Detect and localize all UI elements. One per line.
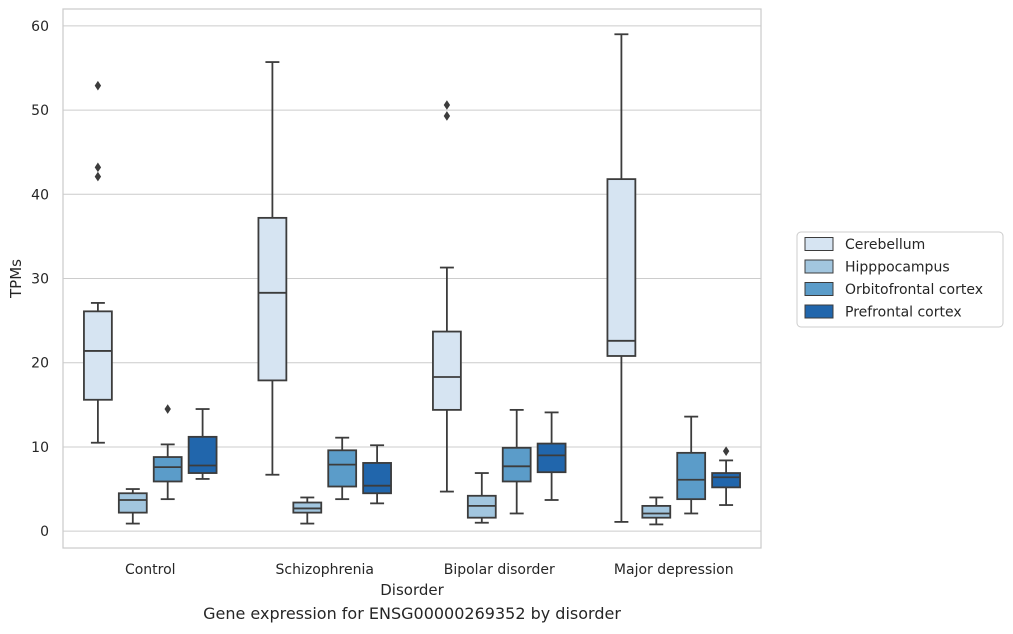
x-tick-label: Schizophrenia — [276, 562, 374, 578]
figure-caption: Gene expression for ENSG00000269352 by d… — [203, 604, 621, 623]
x-tick-label: Major depression — [614, 562, 734, 578]
y-tick-label: 0 — [40, 524, 49, 540]
legend-label: Cerebellum — [845, 237, 925, 253]
box-cerebellum — [606, 33, 637, 523]
y-tick-label: 30 — [31, 272, 49, 288]
box-body — [641, 504, 672, 519]
legend-swatch — [804, 259, 834, 274]
y-tick-label: 20 — [31, 356, 49, 372]
legend-label: Hipppocampus — [845, 260, 950, 276]
box-orbitofrontal-cortex — [152, 404, 183, 501]
y-axis-label: TPMs — [7, 259, 25, 299]
box-body — [327, 449, 358, 488]
plot-frame — [62, 8, 762, 549]
box-orbitofrontal-cortex — [501, 408, 532, 515]
legend-label: Orbitofrontal cortex — [845, 282, 983, 298]
box-cerebellum — [257, 61, 288, 476]
box-body — [676, 451, 707, 501]
legend-swatch — [804, 304, 834, 319]
box-body — [711, 472, 741, 489]
box-hipppocampus — [117, 488, 148, 525]
box-body — [152, 456, 183, 483]
box-orbitofrontal-cortex — [676, 415, 707, 515]
box-body — [117, 492, 148, 514]
box-body — [536, 442, 567, 474]
y-tick-label: 60 — [31, 19, 49, 35]
box-hipppocampus — [641, 496, 672, 526]
box-prefrontal-cortex — [187, 408, 218, 480]
outlier-point — [443, 100, 451, 110]
legend-swatch — [804, 237, 834, 251]
x-tick-label: Control — [125, 562, 176, 578]
y-tick-label: 10 — [31, 440, 49, 456]
legend-label: Prefrontal cortex — [845, 305, 962, 321]
box-orbitofrontal-cortex — [327, 436, 358, 501]
legend-swatch — [804, 282, 834, 296]
outlier-point — [443, 111, 451, 121]
x-tick-label: Bipolar disorder — [444, 562, 555, 578]
box-body — [501, 446, 532, 483]
legend-box — [796, 231, 1004, 328]
outlier-point — [94, 162, 102, 173]
box-body — [187, 435, 218, 474]
box-prefrontal-cortex — [536, 411, 567, 501]
box-prefrontal-cortex — [362, 444, 392, 505]
box-body — [432, 330, 462, 411]
outlier-point — [164, 404, 171, 414]
box-prefrontal-cortex — [711, 446, 741, 506]
box-cerebellum — [432, 100, 462, 493]
box-hipppocampus — [466, 472, 497, 524]
box-body — [257, 216, 288, 382]
box-body — [606, 178, 637, 357]
outlier-point — [722, 446, 730, 456]
y-tick-label: 40 — [31, 187, 49, 203]
outlier-point — [94, 171, 102, 182]
box-body — [362, 462, 392, 495]
y-tick-label: 50 — [31, 103, 49, 119]
box-body — [83, 310, 113, 401]
outlier-point — [94, 80, 102, 91]
box-cerebellum — [83, 80, 113, 444]
box-hipppocampus — [292, 496, 323, 525]
x-axis-label: Disorder — [380, 581, 444, 599]
